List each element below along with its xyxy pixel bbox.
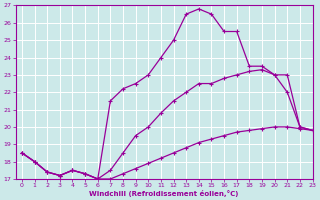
X-axis label: Windchill (Refroidissement éolien,°C): Windchill (Refroidissement éolien,°C) [89, 190, 239, 197]
